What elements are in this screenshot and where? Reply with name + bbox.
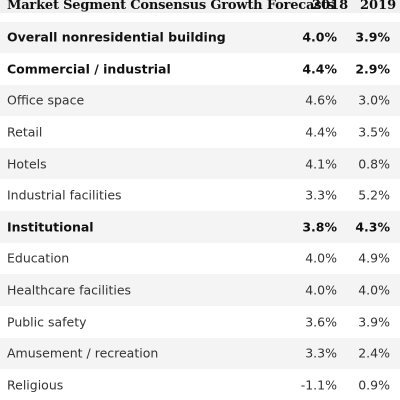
value-2018: 3.3%	[305, 345, 337, 361]
table-row: Religious -1.1% 0.9%	[0, 369, 400, 400]
table-row: Amusement / recreation 3.3% 2.4%	[0, 337, 400, 370]
row-label: Retail	[7, 124, 43, 140]
row-label: Amusement / recreation	[7, 345, 159, 361]
value-2019: 2.9%	[355, 61, 390, 77]
header-2019: 2019	[360, 0, 397, 13]
table-row: Education 4.0% 4.9%	[0, 242, 400, 275]
value-2018: 4.1%	[305, 156, 337, 172]
row-label: Office space	[7, 92, 85, 108]
value-2019: 0.8%	[358, 156, 390, 172]
value-2019: 3.5%	[358, 124, 390, 140]
value-2019: 4.3%	[355, 219, 390, 235]
value-2018: 4.6%	[305, 92, 337, 108]
value-2018: -1.1%	[300, 377, 337, 393]
value-2018: 4.4%	[302, 61, 337, 77]
row-label: Institutional	[7, 219, 94, 235]
table-row: Healthcare facilities 4.0% 4.0%	[0, 274, 400, 306]
value-2018: 4.0%	[302, 29, 337, 45]
value-2019: 3.9%	[355, 29, 390, 45]
row-label: Education	[7, 250, 70, 266]
row-label: Public safety	[7, 314, 87, 330]
value-2019: 2.4%	[358, 345, 390, 361]
table-row: Commercial / industrial 4.4% 2.9%	[0, 53, 400, 85]
value-2018: 4.4%	[305, 124, 337, 140]
table-header: Market Segment Consensus Growth Forecast…	[0, 0, 400, 13]
row-label: Hotels	[7, 156, 47, 172]
value-2019: 0.9%	[358, 377, 390, 393]
table-row: Retail 4.4% 3.5%	[0, 116, 400, 148]
value-2018: 3.3%	[305, 187, 337, 203]
header-2018: 2018	[312, 0, 349, 13]
value-2019: 3.0%	[358, 92, 390, 108]
value-2018: 3.8%	[302, 219, 337, 235]
table-row: Industrial facilities 3.3% 5.2%	[0, 179, 400, 212]
row-label: Religious	[7, 377, 64, 393]
value-2019: 4.0%	[358, 282, 390, 298]
table-row: Public safety 3.6% 3.9%	[0, 305, 400, 338]
table-row: Institutional 3.8% 4.3%	[0, 211, 400, 243]
value-2018: 3.6%	[305, 314, 337, 330]
value-2019: 3.9%	[358, 314, 390, 330]
value-2018: 4.0%	[305, 250, 337, 266]
value-2019: 4.9%	[358, 250, 390, 266]
table-row: Office space 4.6% 3.0%	[0, 84, 400, 117]
row-label: Healthcare facilities	[7, 282, 132, 298]
table-row: Hotels 4.1% 0.8%	[0, 147, 400, 180]
value-2019: 5.2%	[358, 187, 390, 203]
row-label: Overall nonresidential building	[7, 29, 226, 45]
table-row: Overall nonresidential building 4.0% 3.9%	[0, 21, 400, 54]
value-2018: 4.0%	[305, 282, 337, 298]
row-label: Commercial / industrial	[7, 61, 171, 77]
header-title: Market Segment Consensus Growth Forecast…	[7, 0, 335, 13]
row-label: Industrial facilities	[7, 187, 122, 203]
